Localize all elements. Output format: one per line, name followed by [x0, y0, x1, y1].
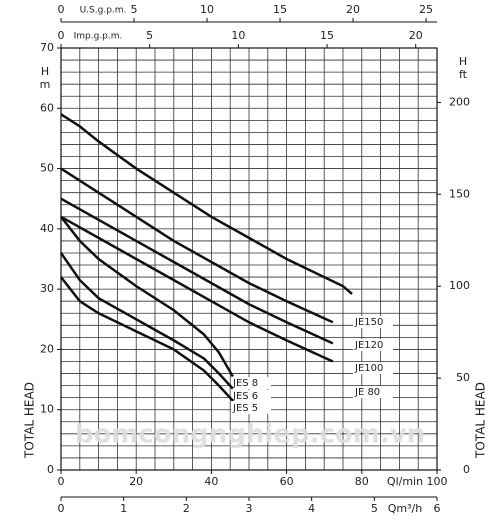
x2-tick-label: 4: [308, 502, 315, 515]
series-label-bg: [353, 316, 393, 328]
x-top-tick-label: 10: [200, 3, 214, 16]
series-label-bg: [231, 377, 271, 389]
x-tick-label: 100: [427, 475, 448, 488]
y2-axis-symbol: H: [459, 55, 467, 68]
series-label-bg: [353, 339, 393, 351]
y-tick-label: 30: [40, 282, 54, 295]
y-tick-label: 20: [40, 342, 54, 355]
x-tick-label: 20: [129, 475, 143, 488]
plot-frame: [60, 47, 438, 471]
series-label: JES 8: [232, 378, 258, 389]
series-label: JES 5: [232, 403, 258, 414]
x2-tick-label: 2: [183, 502, 190, 515]
x2-tick-label: 3: [246, 502, 253, 515]
y-axis-symbol: H: [41, 65, 49, 78]
watermark: bomcongnghiep.com.vn: [75, 420, 425, 450]
y2-axis-unit: ft: [459, 68, 468, 81]
y-axis-title: TOTAL HEAD: [23, 382, 37, 459]
y2-tick-label: 50: [456, 371, 470, 384]
series-line: [60, 113, 353, 295]
x2-tick-label: 5: [371, 502, 378, 515]
y-tick-label: 10: [40, 403, 54, 416]
y-tick-label: 40: [40, 222, 54, 235]
y-tick-label: 70: [40, 41, 54, 54]
series-label: JE150: [354, 317, 383, 328]
y-tick-label: 50: [40, 162, 54, 175]
series-line: [60, 215, 334, 363]
series-line: [60, 276, 234, 402]
series-label-bg: [231, 390, 271, 402]
series-line: [60, 216, 234, 378]
x-top-tick-label: 20: [346, 3, 360, 16]
x2-axis-label: Qm³/h: [388, 502, 422, 515]
y-axis-unit: m: [40, 78, 51, 91]
series-line: [60, 197, 334, 345]
x-tick-label: 0: [58, 475, 65, 488]
series-label: JE100: [354, 363, 383, 374]
series-label-bg: [353, 386, 393, 398]
x-top-tick-label: 0: [58, 3, 65, 16]
y-tick-label: 60: [40, 101, 54, 114]
series-label: JE120: [354, 340, 383, 351]
x-tick-label: 80: [355, 475, 369, 488]
y2-tick-label: 0: [463, 463, 470, 476]
x-top-tick-label: 5: [131, 3, 138, 16]
y2-tick-label: 100: [449, 279, 470, 292]
x-axis-label: Ql/min: [387, 475, 423, 488]
x-top2-axis-label: Imp.g.p.m.: [74, 32, 123, 42]
x-tick-label: 60: [280, 475, 294, 488]
x-top-tick-label: 15: [273, 3, 287, 16]
series-line: [59, 252, 234, 390]
x2-tick-label: 1: [120, 502, 127, 515]
y2-tick-label: 150: [449, 187, 470, 200]
x-top2-tick-label: 5: [146, 29, 153, 42]
x-tick-label: 40: [204, 475, 218, 488]
series-label-bg: [353, 362, 393, 374]
x-top-axis-label: U.S.g.p.m.: [80, 6, 127, 16]
x2-tick-label: 0: [58, 502, 65, 515]
x2-tick-label: 6: [434, 502, 441, 515]
series-label-bg: [231, 402, 271, 414]
x-top2-tick-label: 20: [409, 29, 423, 42]
x-top-tick-label: 25: [419, 3, 433, 16]
y2-axis-title: TOTAL HEAD: [474, 382, 488, 459]
x-top2-tick-label: 0: [58, 29, 65, 42]
series-label: JES 6: [232, 391, 258, 402]
series-label: JE 80: [354, 387, 380, 398]
y2-tick-label: 200: [449, 95, 470, 108]
y-tick-label: 0: [47, 463, 54, 476]
series-line: [60, 167, 334, 324]
x-top2-tick-label: 15: [320, 29, 334, 42]
x-top2-tick-label: 10: [231, 29, 245, 42]
